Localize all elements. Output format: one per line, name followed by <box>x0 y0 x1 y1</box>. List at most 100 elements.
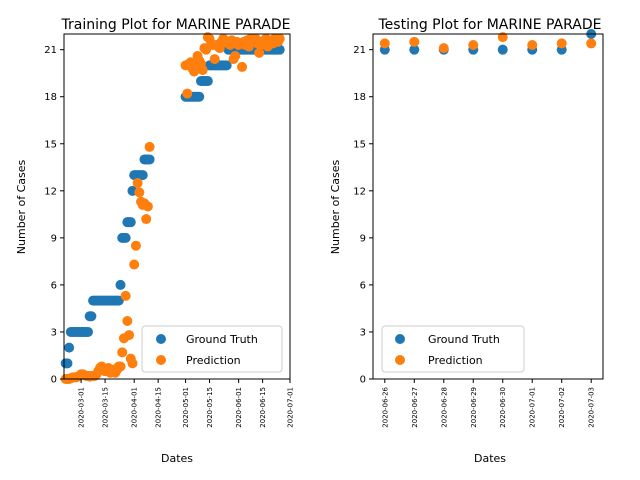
testing-y-ticks: 0 3 6 9 12 15 18 21 <box>353 45 373 386</box>
prediction-point <box>197 65 208 76</box>
training-chart-title: Training Plot for MARINE PARADE <box>61 17 291 33</box>
prediction-point <box>144 141 155 152</box>
prediction-point <box>230 50 241 61</box>
prediction-point <box>142 201 153 212</box>
y-tick-label: 9 <box>360 233 366 244</box>
y-tick-label: 9 <box>51 233 57 244</box>
x-tick-label: 2020-06-27 <box>411 387 419 428</box>
ground-truth-point <box>64 342 75 353</box>
x-tick-label: 2020-06-26 <box>381 386 389 427</box>
y-tick-label: 21 <box>353 45 366 56</box>
prediction-point <box>209 54 220 65</box>
prediction-point <box>438 43 449 54</box>
training-legend-pred-marker <box>156 355 166 365</box>
prediction-point <box>141 214 152 225</box>
y-tick-label: 6 <box>360 280 366 291</box>
x-tick-label: 2020-03-15 <box>102 387 110 428</box>
training-marks <box>60 32 285 384</box>
testing-x-axis-label: Dates <box>474 452 506 465</box>
prediction-point <box>409 36 420 47</box>
x-tick-label: 2020-07-01 <box>287 387 295 428</box>
training-chart: Training Plot for MARINE PARADE 0 3 6 9 12 15… <box>15 17 295 465</box>
training-y-ticks: 0 3 6 9 12 15 18 21 <box>44 45 64 386</box>
y-tick-label: 18 <box>353 92 366 103</box>
prediction-point <box>130 240 141 251</box>
ground-truth-series <box>60 44 285 369</box>
x-tick-label: 2020-07-02 <box>558 387 566 428</box>
y-tick-label: 12 <box>353 186 366 197</box>
ground-truth-point <box>274 44 285 55</box>
x-tick-label: 2020-06-29 <box>470 387 478 428</box>
ground-truth-point <box>221 60 232 71</box>
testing-plot-frame <box>372 33 604 380</box>
x-tick-label: 2020-04-01 <box>131 387 139 428</box>
y-tick-label: 21 <box>44 45 57 56</box>
y-tick-label: 18 <box>44 92 57 103</box>
ground-truth-point <box>115 279 126 290</box>
y-tick-label: 12 <box>44 186 57 197</box>
training-legend-pred-label: Prediction <box>186 354 241 367</box>
training-plot-frame <box>63 33 291 380</box>
prediction-series <box>379 32 597 54</box>
prediction-point <box>127 358 138 369</box>
training-legend-gt-marker <box>156 334 166 344</box>
prediction-point <box>124 330 135 341</box>
prediction-point <box>468 39 479 50</box>
testing-legend-gt-marker <box>395 334 405 344</box>
testing-chart: Testing Plot for MARINE PARADE 0 3 6 9 12 15 1… <box>329 17 604 465</box>
prediction-series <box>60 32 285 384</box>
testing-y-axis-label: Number of Cases <box>329 160 342 255</box>
x-tick-label: 2020-04-15 <box>155 387 163 428</box>
ground-truth-point <box>86 311 97 322</box>
prediction-point <box>122 315 133 326</box>
testing-legend: Ground Truth Prediction <box>381 325 525 373</box>
y-tick-label: 0 <box>360 375 366 386</box>
x-tick-label: 2020-07-01 <box>529 387 537 428</box>
ground-truth-point <box>409 44 420 55</box>
y-tick-label: 3 <box>360 327 366 338</box>
training-legend-gt-label: Ground Truth <box>186 333 258 346</box>
testing-chart-title: Testing Plot for MARINE PARADE <box>378 17 602 33</box>
ground-truth-point <box>82 326 93 337</box>
ground-truth-point <box>497 44 508 55</box>
prediction-point <box>556 38 567 49</box>
ground-truth-point <box>144 154 155 165</box>
training-x-ticks: 2020-03-01 2020-03-15 2020-04-01 2020-04-15… <box>78 379 295 428</box>
x-tick-label: 2020-03-01 <box>78 387 86 428</box>
training-x-axis-label: Dates <box>161 452 193 465</box>
ground-truth-point <box>120 232 131 243</box>
prediction-point <box>132 177 143 188</box>
y-tick-label: 0 <box>51 375 57 386</box>
ground-truth-point <box>194 91 205 102</box>
testing-x-ticks: 2020-06-26 2020-06-27 2020-06-28 2020-06-29… <box>381 379 596 428</box>
prediction-point <box>182 88 193 99</box>
prediction-point <box>527 39 538 50</box>
testing-legend-pred-marker <box>395 355 405 365</box>
testing-marks <box>379 29 597 55</box>
prediction-point <box>254 47 265 58</box>
y-tick-label: 15 <box>353 139 366 150</box>
ground-truth-point <box>202 76 213 87</box>
prediction-point <box>134 187 145 198</box>
training-y-axis-label: Number of Cases <box>15 160 28 255</box>
training-legend: Ground Truth Prediction <box>141 325 283 373</box>
ground-truth-point <box>137 170 148 181</box>
testing-legend-box <box>381 325 525 373</box>
x-tick-label: 2020-06-01 <box>235 387 243 428</box>
prediction-point <box>129 259 140 270</box>
prediction-point <box>379 38 390 49</box>
prediction-point <box>120 290 131 301</box>
prediction-point <box>497 32 508 43</box>
x-tick-label: 2020-05-15 <box>206 387 214 428</box>
prediction-point <box>274 33 285 44</box>
prediction-point <box>237 61 248 72</box>
prediction-point <box>586 38 597 49</box>
y-tick-label: 6 <box>51 280 57 291</box>
x-tick-label: 2020-06-28 <box>440 387 448 428</box>
y-tick-label: 3 <box>51 327 57 338</box>
x-tick-label: 2020-06-30 <box>499 387 507 428</box>
testing-legend-pred-label: Prediction <box>428 354 483 367</box>
x-tick-label: 2020-05-01 <box>182 387 190 428</box>
testing-legend-gt-label: Ground Truth <box>428 333 500 346</box>
